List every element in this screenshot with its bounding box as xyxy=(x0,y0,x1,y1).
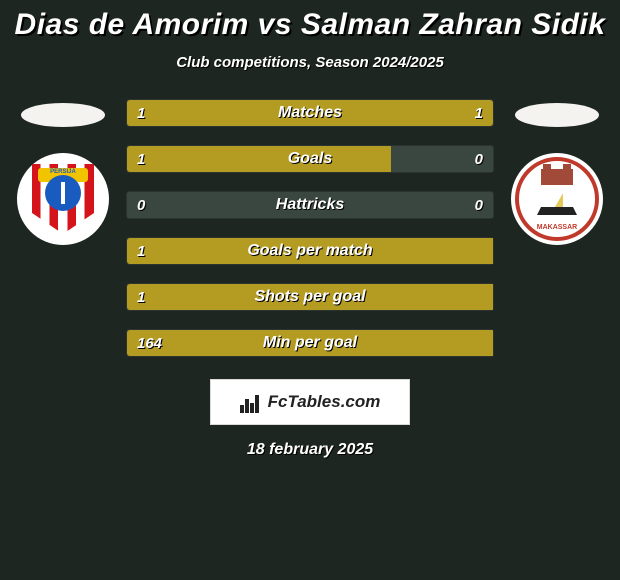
branding-bars-icon xyxy=(240,391,262,413)
branding-text: FcTables.com xyxy=(268,392,381,412)
player-left-column: PERSIJA xyxy=(6,99,120,245)
stat-bar-row: 164 Min per goal xyxy=(126,329,494,357)
bar-value-left: 0 xyxy=(137,197,145,214)
subtitle: Club competitions, Season 2024/2025 xyxy=(0,54,620,71)
bar-value-left: 1 xyxy=(137,243,145,260)
stat-bars: 1 1 Matches 1 0 Goals 0 0 Hattricks 1 Goals per ma… xyxy=(120,99,500,357)
crest-right-ring: MAKASSAR xyxy=(515,157,599,241)
branding-box: FcTables.com xyxy=(210,379,410,425)
bar-value-left: 1 xyxy=(137,289,145,306)
stat-bar-row: 0 0 Hattricks xyxy=(126,191,494,219)
comparison-infographic: Dias de Amorim vs Salman Zahran Sidik Cl… xyxy=(0,0,620,580)
date-line: 18 february 2025 xyxy=(0,441,620,459)
bar-label: Matches xyxy=(278,104,342,122)
bar-value-right: 0 xyxy=(475,197,483,214)
crest-left-inner-circle xyxy=(45,175,81,211)
flag-right xyxy=(515,103,599,127)
main-content: PERSIJA 1 1 Matches 1 0 Goals 0 0 Hattricks 1 Goal… xyxy=(0,99,620,357)
crest-left-monument-icon xyxy=(61,182,65,204)
bar-label: Min per goal xyxy=(263,334,357,352)
crest-right-text: MAKASSAR xyxy=(537,224,577,231)
stat-bar-row: 1 1 Matches xyxy=(126,99,494,127)
bar-label: Hattricks xyxy=(276,196,344,214)
crest-right: MAKASSAR xyxy=(511,153,603,245)
crest-left: PERSIJA xyxy=(17,153,109,245)
player-right-column: MAKASSAR xyxy=(500,99,614,245)
bar-fill-left xyxy=(127,146,391,172)
bar-value-left: 1 xyxy=(137,105,145,122)
stat-bar-row: 1 Shots per goal xyxy=(126,283,494,311)
bar-value-right: 1 xyxy=(475,105,483,122)
flag-left xyxy=(21,103,105,127)
bar-label: Shots per goal xyxy=(254,288,365,306)
stat-bar-row: 1 0 Goals xyxy=(126,145,494,173)
bar-value-right: 0 xyxy=(475,151,483,168)
stat-bar-row: 1 Goals per match xyxy=(126,237,494,265)
bar-label: Goals xyxy=(288,150,332,168)
crest-right-boat-icon xyxy=(537,201,577,215)
crest-right-fort-icon xyxy=(541,169,573,185)
page-title: Dias de Amorim vs Salman Zahran Sidik xyxy=(0,8,620,42)
bar-value-left: 1 xyxy=(137,151,145,168)
bar-value-left: 164 xyxy=(137,335,162,352)
bar-label: Goals per match xyxy=(247,242,372,260)
crest-left-shield: PERSIJA xyxy=(32,164,94,234)
